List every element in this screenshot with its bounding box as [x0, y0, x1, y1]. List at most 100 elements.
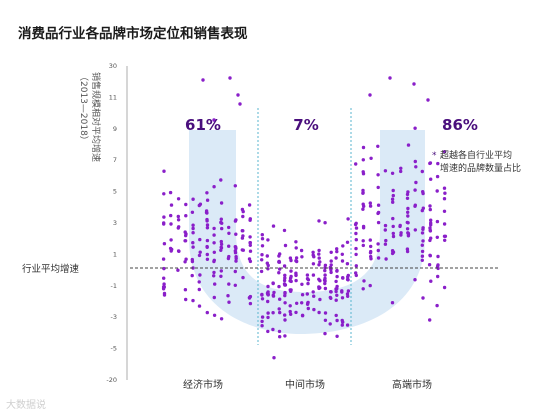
- brand-dot: [335, 249, 339, 254]
- brand-dot: [390, 197, 395, 201]
- brand-dot: [168, 246, 173, 251]
- brand-dot: [259, 269, 264, 274]
- brand-dot: [197, 287, 201, 292]
- brand-dot: [369, 156, 373, 160]
- brand-dot: [289, 279, 293, 284]
- dots-layer: [161, 76, 448, 360]
- brand-dot: [428, 229, 433, 233]
- brand-dot: [317, 263, 321, 267]
- brand-dot: [282, 264, 287, 268]
- brand-dot: [266, 284, 270, 289]
- brand-dot: [329, 290, 333, 294]
- brand-dot: [294, 246, 298, 250]
- brand-dot: [300, 313, 305, 317]
- brand-dot: [271, 224, 276, 228]
- brand-dot: [391, 188, 395, 193]
- brand-dot: [335, 334, 339, 338]
- brand-dot: [277, 271, 281, 275]
- brand-dot: [428, 254, 432, 258]
- brand-dot: [300, 255, 304, 259]
- brand-dot: [376, 203, 381, 207]
- brand-dot: [334, 256, 338, 260]
- brand-dot: [368, 93, 372, 97]
- brand-dot: [277, 307, 281, 311]
- brand-dot: [183, 239, 188, 243]
- brand-dot: [169, 222, 173, 226]
- brand-dot: [318, 260, 322, 264]
- brand-dot: [248, 241, 252, 245]
- brand-dot: [405, 196, 410, 200]
- y-tick-label: 5: [113, 188, 117, 196]
- brand-dot: [376, 173, 380, 177]
- brand-dot: [354, 162, 358, 166]
- brand-dot: [376, 220, 381, 225]
- brand-dot: [414, 165, 418, 169]
- y-tick-label: 7: [113, 156, 117, 164]
- brand-dot: [233, 283, 237, 287]
- brand-dot: [429, 177, 433, 181]
- brand-dot: [283, 318, 287, 322]
- average-growth-label: 行业平均增速: [22, 263, 80, 275]
- brand-dot: [205, 219, 209, 223]
- brand-dot: [283, 273, 287, 277]
- brand-dot: [436, 263, 440, 267]
- brand-dot: [247, 257, 252, 261]
- y-axis-sublabel: （2013—2018）: [78, 72, 89, 145]
- brand-dot: [306, 306, 310, 311]
- brand-dot: [271, 281, 275, 286]
- brand-dot: [260, 293, 264, 297]
- brand-dot: [266, 299, 270, 304]
- brand-dot: [241, 234, 245, 238]
- brand-dot: [346, 289, 351, 293]
- brand-dot: [421, 239, 425, 243]
- brand-dot: [278, 310, 282, 315]
- brand-dot: [289, 312, 293, 316]
- brand-dot: [184, 297, 188, 302]
- brand-dot: [272, 290, 276, 295]
- y-tick-label: 30: [109, 62, 117, 70]
- brand-dot: [384, 257, 388, 261]
- brand-dot: [212, 241, 216, 245]
- brand-dot: [354, 238, 358, 242]
- brand-dot: [219, 242, 224, 246]
- brand-dot: [354, 246, 358, 251]
- brand-dot: [391, 200, 395, 204]
- brand-dot: [289, 274, 293, 279]
- brand-dot: [335, 274, 339, 279]
- brand-dot: [184, 202, 188, 207]
- brand-dot: [435, 235, 439, 239]
- brand-dot: [184, 214, 188, 218]
- brand-dot: [442, 186, 447, 190]
- brand-dot: [420, 249, 425, 254]
- brand-dot: [176, 268, 180, 272]
- brand-dot: [413, 126, 417, 130]
- brand-dot: [428, 318, 432, 322]
- brand-dot: [420, 169, 424, 174]
- brand-dot: [340, 259, 345, 263]
- brand-dot: [335, 247, 339, 251]
- brand-dot: [234, 255, 238, 259]
- brand-dot: [341, 276, 345, 280]
- category-economy-label: 经济市场: [183, 378, 223, 391]
- brand-dot: [198, 273, 202, 277]
- brand-dot: [428, 207, 432, 212]
- brand-dot: [183, 288, 188, 292]
- brand-dot: [294, 240, 298, 244]
- brand-dot: [283, 313, 287, 317]
- brand-dot: [283, 276, 287, 280]
- brand-dot: [335, 286, 339, 291]
- brand-dot: [248, 249, 253, 253]
- brand-dot: [427, 263, 432, 267]
- brand-dot: [278, 335, 282, 339]
- brand-dot: [282, 278, 287, 283]
- brand-dot: [368, 201, 372, 205]
- brand-dot: [312, 294, 316, 298]
- brand-dot: [443, 238, 447, 242]
- brand-dot: [204, 209, 209, 213]
- brand-dot: [412, 82, 416, 86]
- brand-dot: [212, 233, 216, 237]
- brand-dot: [283, 283, 287, 287]
- brand-dot: [161, 287, 166, 291]
- brand-dot: [354, 221, 358, 225]
- brand-dot: [376, 144, 380, 148]
